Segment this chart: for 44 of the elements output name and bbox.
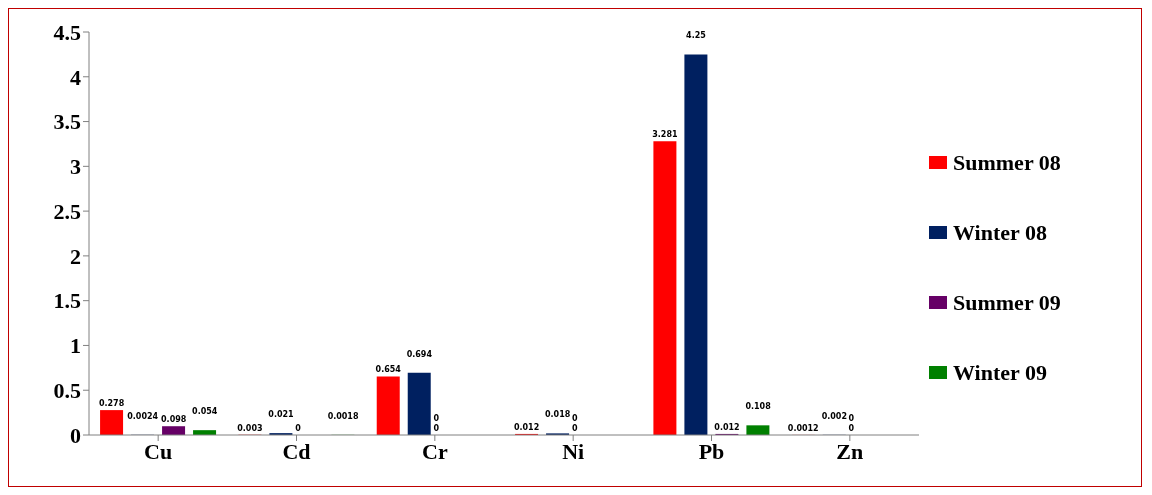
data-label: 0.002 bbox=[821, 411, 847, 421]
x-tick-label: Cd bbox=[282, 438, 311, 464]
data-label: 0.108 bbox=[745, 402, 772, 412]
data-label: 0.654 bbox=[375, 365, 402, 375]
y-tick-label: 1.5 bbox=[53, 288, 81, 314]
data-label: 0.0024 bbox=[127, 411, 159, 421]
data-label: 0.012 bbox=[714, 422, 740, 432]
legend-label: Summer 08 bbox=[953, 149, 1061, 176]
data-label: 0.098 bbox=[161, 415, 187, 425]
data-label: 4.25 bbox=[686, 31, 707, 41]
legend-label: Summer 09 bbox=[953, 289, 1061, 316]
y-tick-label: 4.5 bbox=[53, 19, 81, 45]
legend-label: Winter 08 bbox=[953, 219, 1047, 246]
data-label: 0.694 bbox=[406, 349, 433, 359]
data-label: 0 bbox=[848, 424, 855, 433]
data-label: 0 bbox=[571, 424, 578, 433]
data-label: 0.0012 bbox=[787, 423, 819, 433]
x-tick-label: Cu bbox=[144, 438, 173, 464]
y-tick-label: 0.5 bbox=[53, 378, 81, 404]
data-label: 0.0018 bbox=[327, 411, 359, 421]
data-label: 0.021 bbox=[268, 410, 295, 420]
x-tick-label: Zn bbox=[836, 438, 864, 464]
x-tick-label: Cr bbox=[422, 438, 448, 464]
data-label: 0.012 bbox=[513, 422, 540, 432]
data-label: 0 bbox=[433, 424, 440, 433]
data-label: 0.003 bbox=[237, 423, 263, 433]
y-tick-label: 4 bbox=[70, 64, 81, 90]
data-label: 0 bbox=[433, 414, 440, 423]
data-label: 0 bbox=[571, 414, 578, 423]
x-tick-label: Pb bbox=[698, 438, 725, 464]
y-tick-label: 2 bbox=[70, 243, 81, 269]
y-tick-label: 1 bbox=[70, 333, 81, 359]
data-label: 0.054 bbox=[192, 407, 218, 417]
x-tick-label: Ni bbox=[562, 438, 585, 464]
y-tick-label: 3 bbox=[70, 154, 81, 180]
y-tick-label: 2.5 bbox=[53, 198, 81, 224]
legend-label: Winter 09 bbox=[953, 359, 1047, 386]
data-label: 0 bbox=[848, 414, 855, 423]
y-tick-label: 0 bbox=[70, 422, 81, 448]
data-label: 0.278 bbox=[98, 399, 125, 409]
y-tick-label: 3.5 bbox=[53, 109, 81, 135]
data-label: 0.018 bbox=[544, 410, 571, 420]
data-label: 3.281 bbox=[652, 130, 679, 140]
data-label: 0 bbox=[295, 424, 302, 433]
